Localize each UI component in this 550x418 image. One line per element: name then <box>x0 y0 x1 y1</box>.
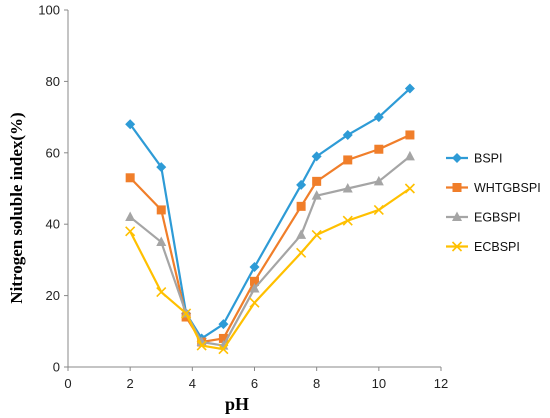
data-point-whtgbspi <box>125 173 135 183</box>
y-tick-labels: 0 20 40 60 80 100 <box>38 3 68 375</box>
data-point-bspi <box>156 162 167 173</box>
legend-entry-egbspi: EGBSPI <box>446 211 521 225</box>
data-point-whtgbspi <box>312 176 322 186</box>
data-point-ecbspi <box>181 308 192 319</box>
legend-entry-bspi: BSPI <box>446 152 503 166</box>
legend-marker-bspi <box>452 153 462 163</box>
legend-label-whtgbspi: WHTGBSPI <box>474 181 541 195</box>
x-tick-label: 4 <box>189 376 196 391</box>
data-point-bspi <box>404 83 415 94</box>
y-tick-label: 0 <box>53 360 60 375</box>
y-tick-label: 100 <box>38 3 60 18</box>
x-tick-label: 2 <box>127 376 134 391</box>
data-point-whtgbspi <box>218 333 228 343</box>
data-point-whtgbspi <box>156 205 166 215</box>
data-point-bspi <box>125 119 136 130</box>
legend-marker-egbspi <box>452 211 462 221</box>
series-line-egbspi <box>129 155 411 347</box>
data-point-egbspi <box>296 229 307 239</box>
x-tick-label: 0 <box>64 376 71 391</box>
series-egbspi <box>125 150 415 350</box>
data-point-ecbspi <box>125 226 136 237</box>
y-tick-label: 20 <box>46 288 60 303</box>
data-point-bspi <box>296 179 307 190</box>
x-tick-labels: 0 2 4 6 8 10 12 <box>64 367 448 391</box>
x-tick-label: 12 <box>434 376 448 391</box>
y-tick-label: 60 <box>46 145 60 160</box>
axes <box>67 10 441 368</box>
data-point-ecbspi <box>404 183 415 194</box>
x-tick-label: 6 <box>251 376 258 391</box>
legend: BSPI WHTGBSPI EGBSPI ECBSPI <box>446 152 541 254</box>
data-point-whtgbspi <box>250 276 259 286</box>
legend-marker-whtgbspi <box>452 183 462 192</box>
y-axis-title: Nitrogen soluble index(%) <box>7 112 26 303</box>
x-tick-label: 10 <box>372 376 386 391</box>
data-point-bspi <box>342 129 353 140</box>
x-tick-label: 8 <box>313 376 320 391</box>
data-point-ecbspi <box>156 286 167 298</box>
series-layer <box>125 83 415 355</box>
data-point-bspi <box>249 262 260 273</box>
x-axis-title: pH <box>225 394 249 414</box>
y-tick-label: 80 <box>46 74 60 89</box>
series-whtgbspi <box>125 130 415 347</box>
series-ecbspi <box>125 183 415 355</box>
data-point-bspi <box>373 112 384 123</box>
data-point-whtgbspi <box>296 201 306 211</box>
data-point-bspi <box>218 319 229 330</box>
data-point-ecbspi <box>218 344 229 355</box>
y-tick-label: 40 <box>46 217 60 232</box>
data-point-egbspi <box>311 190 322 200</box>
legend-entry-whtgbspi: WHTGBSPI <box>446 181 541 195</box>
legend-label-ecbspi: ECBSPI <box>474 240 520 254</box>
data-point-ecbspi <box>373 204 384 215</box>
data-point-ecbspi <box>249 297 260 308</box>
data-point-egbspi <box>404 150 415 161</box>
data-point-ecbspi <box>342 215 353 226</box>
data-point-egbspi <box>342 183 353 193</box>
legend-label-egbspi: EGBSPI <box>474 211 521 225</box>
data-point-ecbspi <box>296 247 307 258</box>
data-point-whtgbspi <box>374 144 384 154</box>
data-point-egbspi <box>156 236 167 247</box>
data-point-ecbspi <box>311 229 322 240</box>
data-point-bspi <box>311 151 322 162</box>
legend-entry-ecbspi: ECBSPI <box>446 240 520 254</box>
series-bspi <box>125 83 415 344</box>
data-point-egbspi <box>373 175 384 186</box>
legend-marker-ecbspi <box>451 241 463 252</box>
data-point-whtgbspi <box>343 155 353 165</box>
data-point-egbspi <box>249 282 260 293</box>
data-point-whtgbspi <box>405 130 415 140</box>
data-point-ecbspi <box>196 340 207 351</box>
series-line-ecbspi <box>129 187 411 351</box>
legend-label-bspi: BSPI <box>474 152 503 166</box>
data-point-egbspi <box>125 211 136 222</box>
